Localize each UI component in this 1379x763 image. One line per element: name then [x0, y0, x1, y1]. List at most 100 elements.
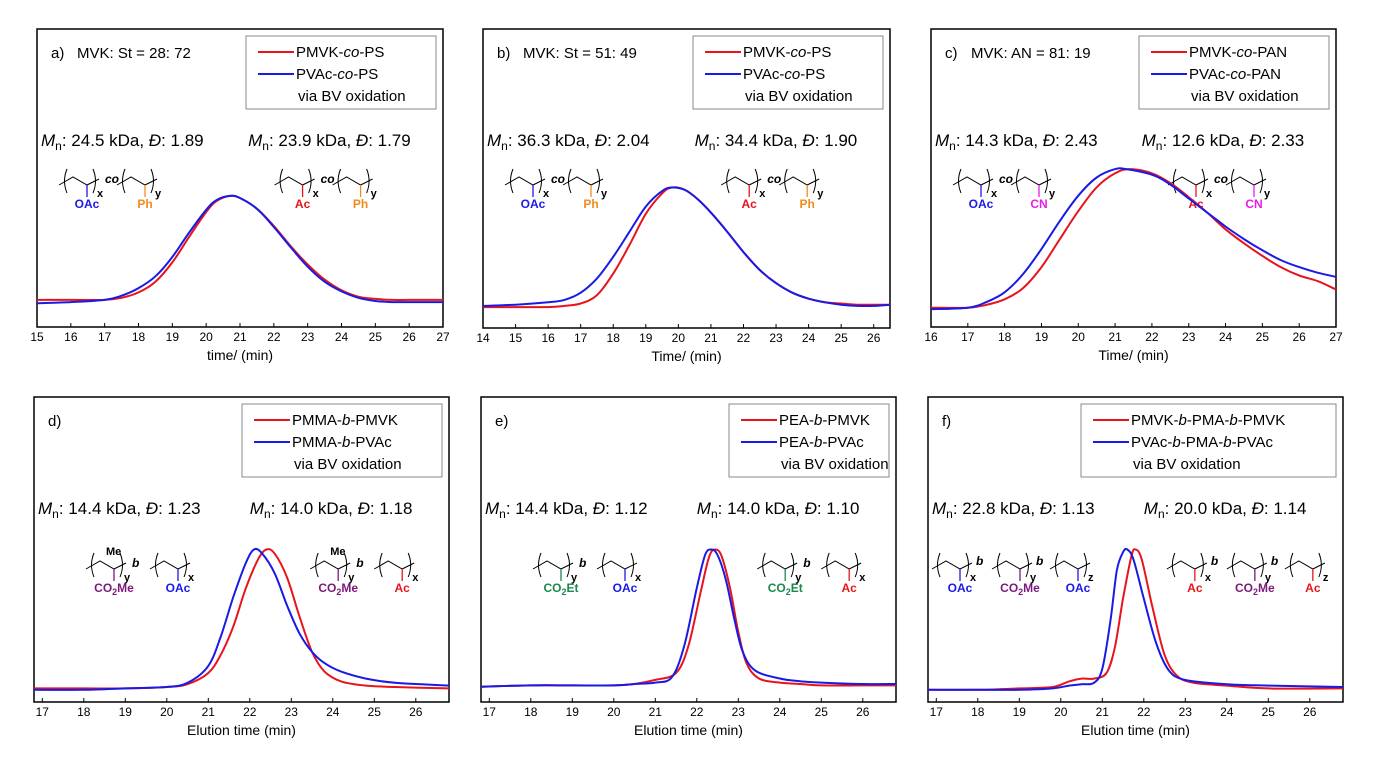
bracket-left	[762, 552, 766, 578]
x-tick-label: 19	[1013, 705, 1027, 719]
bracket-left	[1173, 168, 1177, 194]
bracket-right	[183, 552, 187, 578]
backbone-bond	[58, 176, 100, 186]
legend: PEA-b-PMVK PEA-b-PVAc via BV oxidation	[728, 403, 890, 478]
bracket-left	[1231, 168, 1235, 194]
x-tick-label: 23	[769, 331, 783, 345]
bracket-left	[1231, 552, 1236, 578]
series-line-blue	[930, 167, 1337, 311]
legend-note: via BV oxidation	[781, 456, 889, 473]
subscript-label: x	[991, 188, 998, 200]
side-group-label: CO2Et	[768, 581, 803, 597]
connector-label: b	[132, 556, 139, 570]
x-tick-label: 22	[243, 705, 257, 719]
backbone-bond	[720, 176, 762, 186]
x-axis-label: time/ (min)	[207, 347, 273, 363]
mn-annotation-left: Mn: 14.3 kDa, Đ: 2.43	[935, 131, 1098, 153]
side-group-label: OAc	[75, 197, 100, 211]
x-axis-label: Elution time (min)	[634, 722, 743, 738]
legend-entry: PEA-b-PMVK	[779, 412, 870, 429]
bracket-right	[596, 168, 600, 194]
side-group-label: OAc	[948, 581, 973, 595]
legend-box	[245, 35, 437, 110]
bracket-right	[790, 552, 795, 578]
backbone-bond	[1284, 560, 1326, 570]
bracket-right	[1044, 168, 1048, 194]
panel-label: b)	[497, 45, 510, 62]
legend-entry: PMVK-co-PS	[296, 44, 384, 61]
backbone-bond	[116, 176, 158, 186]
plot-frame	[927, 396, 1344, 703]
x-tick-label: 25	[369, 330, 383, 344]
bracket-right	[1200, 552, 1204, 578]
backbone-bond	[1010, 176, 1052, 186]
series-line-red	[930, 168, 1337, 309]
repeat-unit-y: Phy	[116, 168, 162, 211]
series-line-blue	[33, 547, 450, 691]
legend: PMVK-b-PMA-b-PMVK PVAc-b-PMA-b-PVAc via BV…	[1080, 403, 1337, 478]
backbone-bond	[85, 560, 127, 570]
plot-frame	[33, 396, 450, 703]
mn-annotation-left: Mn: 24.5 kDa, Đ: 1.89	[41, 131, 204, 153]
side-group-label: Ph	[137, 197, 152, 211]
x-tick-label: 21	[1096, 705, 1110, 719]
bracket-right	[308, 168, 312, 194]
series-line-blue	[928, 547, 1344, 691]
x-tick-label: 18	[607, 331, 621, 345]
x-tick-label: 19	[119, 705, 133, 719]
panel-title: MVK: AN = 81: 19	[971, 45, 1091, 62]
mn-annotation-left: Mn: 14.4 kDa, Đ: 1.23	[38, 499, 201, 521]
bracket-right	[566, 552, 570, 578]
x-tick-label: 17	[36, 705, 50, 719]
legend-note: via BV oxidation	[298, 88, 406, 105]
legend: PMVK-co-PS PVAc-co-PS via BV oxidation	[692, 35, 884, 110]
x-tick-label: 19	[639, 331, 653, 345]
legend-entry: PMMA-b-PMVK	[292, 412, 398, 429]
x-tick-label: 19	[166, 330, 180, 344]
backbone-bond	[332, 176, 373, 186]
side-group-label: Ac	[395, 581, 411, 595]
series-line-blue	[480, 548, 897, 688]
side-group-label: CO2Me	[1235, 581, 1275, 597]
legend-note: via BV oxidation	[1191, 88, 1299, 105]
subscript-label: z	[1088, 572, 1094, 584]
plot-frame	[480, 396, 897, 703]
legend-entry: PMVK-co-PAN	[1189, 44, 1287, 61]
mn-annotation-left: Mn: 36.3 kDa, Đ: 2.04	[487, 131, 650, 153]
x-tick-label: 27	[436, 330, 450, 344]
bracket-right	[1083, 552, 1087, 578]
x-tick-label: 24	[326, 705, 340, 719]
subscript-label: y	[1264, 188, 1271, 200]
bracket-left	[568, 168, 572, 194]
side-group-label: OAc	[1066, 581, 1091, 595]
chart-panel-b: 14 15 16 17 18 19 20 21 22 23 24 25 26 Time/ (min) b) M…	[476, 28, 891, 364]
plot-frame	[930, 28, 1337, 328]
legend-entry: PVAc-co-PAN	[1189, 66, 1281, 83]
x-tick-label: 16	[924, 330, 938, 344]
x-tick-label: 17	[574, 331, 588, 345]
x-tick-label: 23	[1179, 705, 1193, 719]
connector-label: co	[1214, 172, 1228, 186]
subscript-label: x	[859, 572, 866, 584]
subscript-label: y	[601, 188, 608, 200]
legend-box	[1138, 35, 1330, 110]
subscript-label: x	[543, 188, 550, 200]
side-group-label: Ac	[842, 581, 858, 595]
panel-label: a)	[51, 45, 64, 62]
bracket-left	[1289, 552, 1294, 578]
legend-entry: PVAc-b-PMA-b-PVAc	[1131, 434, 1274, 451]
chart-panel-d: 17 18 19 20 21 22 23 24 25 26 Elution time (min) d)…	[33, 396, 450, 738]
x-tick-label: 25	[834, 331, 848, 345]
legend-note: via BV oxidation	[294, 456, 402, 473]
methyl-label: Me	[330, 546, 345, 558]
side-group-label: OAc	[521, 197, 546, 211]
x-tick-label: 26	[402, 330, 416, 344]
plot-frame	[482, 28, 891, 329]
x-tick-label: 20	[607, 705, 621, 719]
legend: PMMA-b-PMVK PMMA-b-PVAc via BV oxidation	[241, 403, 443, 478]
